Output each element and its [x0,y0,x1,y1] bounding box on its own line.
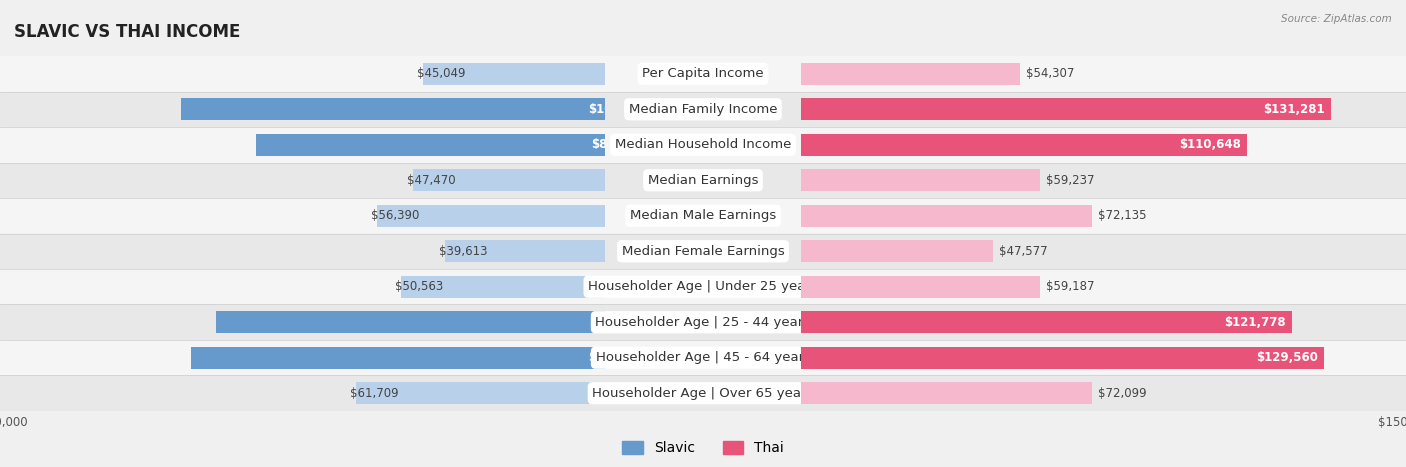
Text: $72,099: $72,099 [1098,387,1147,400]
Bar [256,134,605,156]
Text: $47,577: $47,577 [1000,245,1047,258]
Text: $50,563: $50,563 [395,280,443,293]
Bar [801,134,1247,156]
Bar [0,375,605,411]
Text: SLAVIC VS THAI INCOME: SLAVIC VS THAI INCOME [14,23,240,42]
Bar [605,127,801,163]
Text: $56,390: $56,390 [371,209,419,222]
Bar [0,234,605,269]
Bar [801,240,993,262]
Bar [413,169,605,191]
Text: $96,377: $96,377 [589,316,643,329]
Text: Median Female Earnings: Median Female Earnings [621,245,785,258]
Text: Source: ZipAtlas.com: Source: ZipAtlas.com [1281,14,1392,24]
Bar [0,163,605,198]
Bar [401,276,605,298]
Bar [605,234,801,269]
Bar [0,56,605,92]
Bar [181,98,605,120]
Bar [801,205,1092,227]
Text: Median Male Earnings: Median Male Earnings [630,209,776,222]
Bar [444,240,605,262]
Text: $47,470: $47,470 [408,174,456,187]
Bar [423,63,605,85]
Text: $72,135: $72,135 [1098,209,1147,222]
Bar [801,269,1406,304]
Text: $102,629: $102,629 [588,351,650,364]
Bar [801,56,1406,92]
Text: $54,307: $54,307 [1026,67,1074,80]
Text: Per Capita Income: Per Capita Income [643,67,763,80]
Text: Median Family Income: Median Family Income [628,103,778,116]
Bar [801,382,1092,404]
Text: $129,560: $129,560 [1256,351,1317,364]
Bar [605,56,801,92]
Text: Householder Age | 25 - 44 years: Householder Age | 25 - 44 years [595,316,811,329]
Bar [605,163,801,198]
Legend: Slavic, Thai: Slavic, Thai [621,441,785,455]
Bar [605,340,801,375]
Bar [801,127,1406,163]
Text: $39,613: $39,613 [439,245,488,258]
Bar [605,92,801,127]
Bar [801,375,1406,411]
Text: $59,187: $59,187 [1046,280,1094,293]
Bar [356,382,605,404]
Bar [801,276,1040,298]
Text: Householder Age | Over 65 years: Householder Age | Over 65 years [592,387,814,400]
Bar [605,304,801,340]
Bar [801,311,1292,333]
Text: $121,778: $121,778 [1225,316,1286,329]
Text: $105,144: $105,144 [588,103,650,116]
Bar [0,198,605,234]
Bar [801,92,1406,127]
Text: Median Earnings: Median Earnings [648,174,758,187]
Bar [801,347,1323,369]
Bar [377,205,605,227]
Text: $110,648: $110,648 [1180,138,1241,151]
Text: Median Household Income: Median Household Income [614,138,792,151]
Text: $59,237: $59,237 [1046,174,1095,187]
Bar [801,163,1406,198]
Bar [801,304,1406,340]
Bar [0,304,605,340]
Bar [801,98,1330,120]
Text: Householder Age | Under 25 years: Householder Age | Under 25 years [588,280,818,293]
Bar [801,63,1021,85]
Bar [217,311,605,333]
Bar [0,127,605,163]
Bar [801,340,1406,375]
Bar [605,269,801,304]
Bar [801,234,1406,269]
Bar [801,198,1406,234]
Bar [0,340,605,375]
Bar [0,92,605,127]
Bar [605,375,801,411]
Text: $131,281: $131,281 [1263,103,1324,116]
Bar [191,347,605,369]
Text: $86,398: $86,398 [591,138,644,151]
Bar [801,169,1040,191]
Bar [605,198,801,234]
Bar [0,269,605,304]
Text: $45,049: $45,049 [418,67,465,80]
Text: $61,709: $61,709 [350,387,398,400]
Text: Householder Age | 45 - 64 years: Householder Age | 45 - 64 years [596,351,810,364]
